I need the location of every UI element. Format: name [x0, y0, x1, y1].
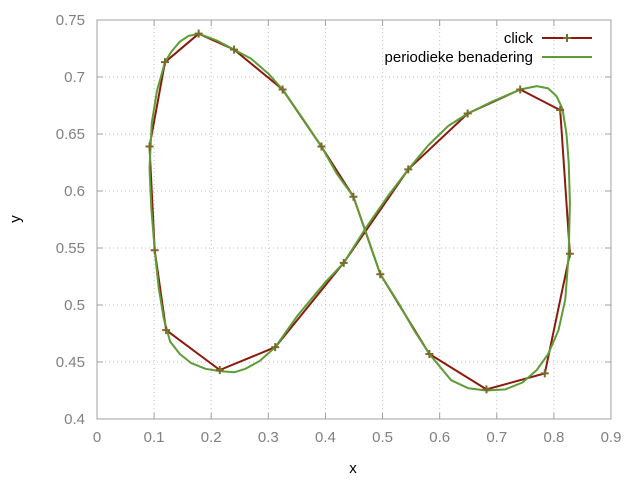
legend-label-0: click	[504, 30, 534, 47]
x-tick-label: 0.1	[144, 429, 165, 446]
data-point-marker	[145, 142, 154, 151]
data-point-marker	[160, 58, 169, 67]
data-point-marker	[162, 326, 171, 335]
series-line-0	[148, 32, 571, 391]
data-point-marker	[404, 165, 413, 174]
data-point-marker	[150, 246, 159, 255]
data-point-marker	[565, 249, 574, 258]
x-tick-label: 0.8	[543, 429, 564, 446]
x-axis-label: x	[349, 460, 357, 477]
data-point-marker	[278, 85, 287, 94]
legend-marker	[563, 34, 571, 42]
data-point-marker	[339, 258, 348, 267]
data-point-marker	[349, 192, 358, 201]
y-tick-label: 0.6	[64, 183, 85, 200]
x-tick-label: 0	[93, 429, 101, 446]
legend: click periodieke benadering	[385, 30, 592, 66]
plot-border	[96, 19, 612, 420]
y-tick-label: 0.75	[56, 12, 85, 29]
x-tick-label: 0.7	[486, 429, 507, 446]
series-line-1	[148, 32, 571, 392]
x-tick-label: 0.5	[372, 429, 393, 446]
y-tick-label: 0.5	[64, 297, 85, 314]
data-point-marker	[194, 29, 203, 38]
x-tick-label: 0.3	[258, 429, 279, 446]
data-point-marker	[215, 365, 224, 374]
y-tick-label: 0.45	[56, 354, 85, 371]
data-point-marker	[425, 350, 434, 359]
x-tick-label: 0.4	[315, 429, 336, 446]
data-point-marker	[556, 106, 565, 115]
data-point-marker	[540, 369, 549, 378]
data-point-marker	[376, 270, 385, 279]
y-tick-label: 0.65	[56, 126, 85, 143]
data-point-marker	[516, 85, 525, 94]
data-point-marker	[317, 142, 326, 151]
grid-layer	[97, 20, 611, 419]
legend-label-1: periodieke benadering	[385, 49, 533, 66]
y-tick-label: 0.7	[64, 69, 85, 86]
x-tick-label: 0.9	[601, 429, 622, 446]
data-point-marker	[230, 45, 239, 54]
y-tick-label: 0.55	[56, 240, 85, 257]
data-point-marker	[482, 385, 491, 394]
y-axis-label: y	[7, 215, 24, 223]
series-layer	[145, 29, 574, 394]
axes-layer: 0 0.1 0.2 0.3 0.4 0.5 0.6 0.7 0.8 0.9 0.4 0.45 0.5 0.…	[56, 12, 622, 446]
x-tick-label: 0.2	[201, 429, 222, 446]
data-point-marker	[463, 109, 472, 118]
data-point-marker	[271, 343, 280, 352]
x-tick-label: 0.6	[429, 429, 450, 446]
y-tick-label: 0.4	[64, 411, 85, 428]
